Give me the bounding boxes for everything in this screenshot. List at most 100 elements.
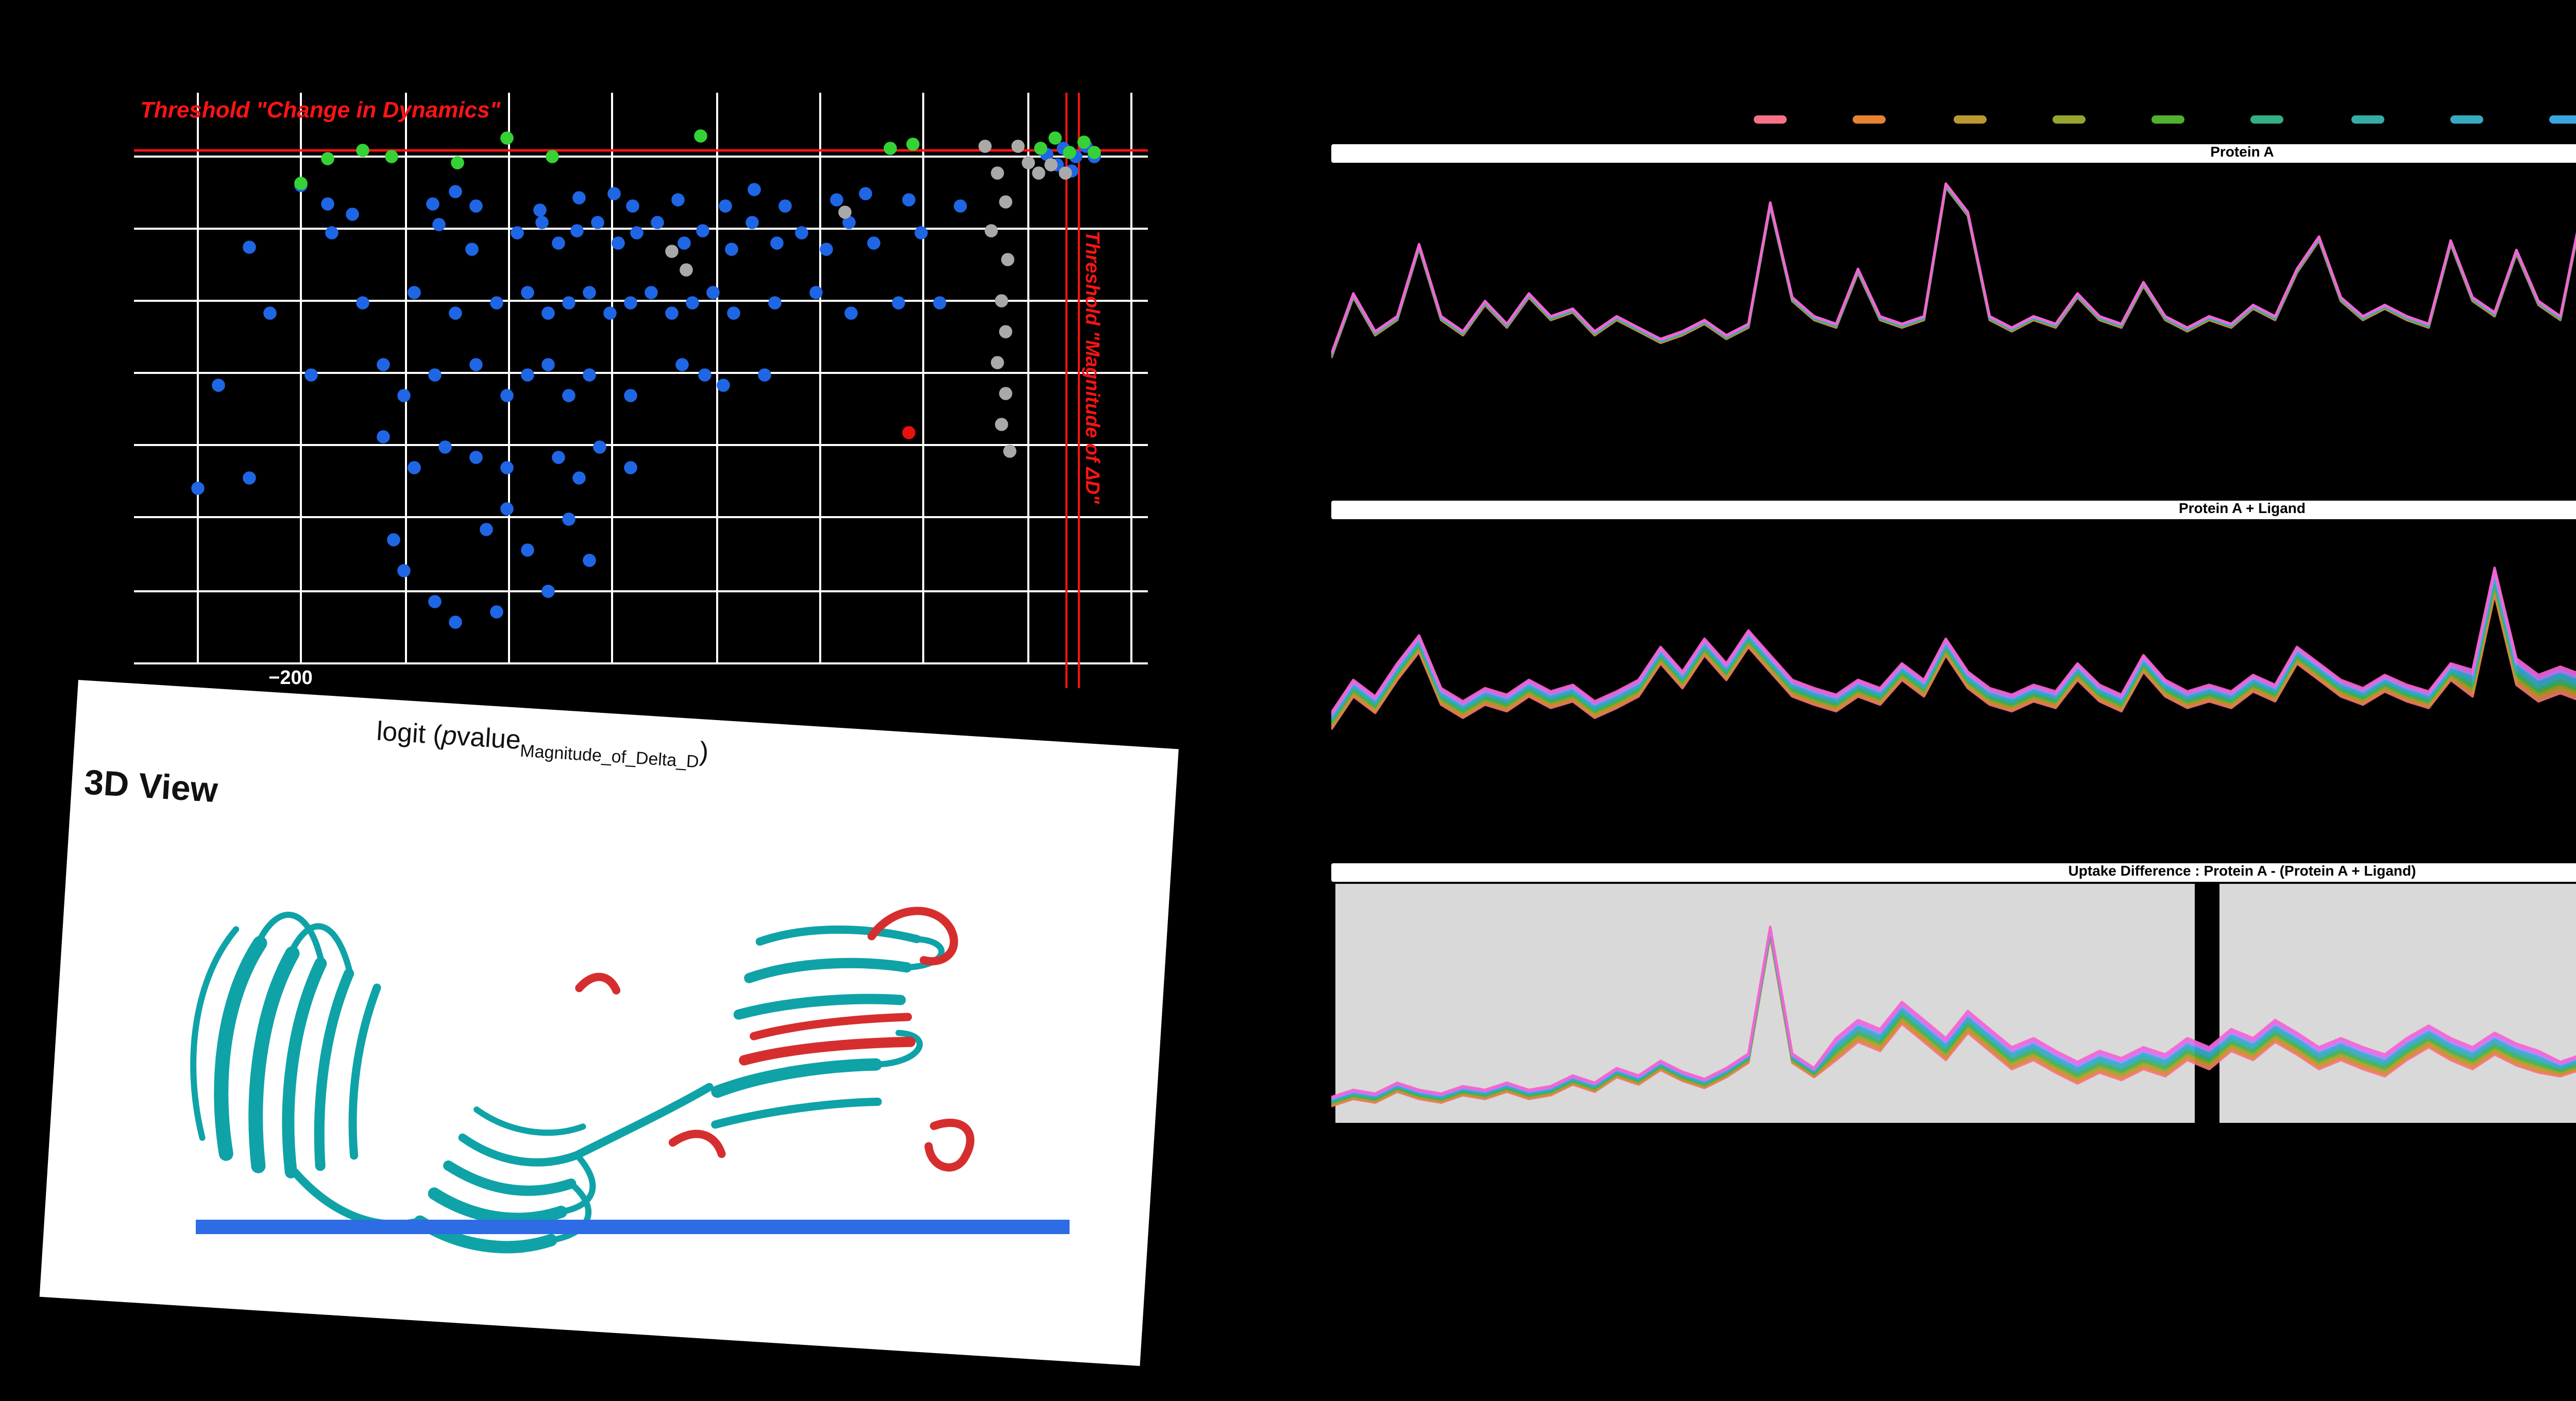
scatter-point-blue[interactable]	[263, 306, 277, 320]
legend-dash-6[interactable]	[2251, 115, 2284, 123]
scatter-point-gray[interactable]	[838, 206, 852, 219]
scatter-point-blue[interactable]	[758, 368, 771, 382]
scatter-point-blue[interactable]	[572, 191, 586, 204]
scatter-point-green[interactable]	[884, 142, 897, 155]
scatter-point-blue[interactable]	[562, 389, 575, 402]
scatter-point-blue[interactable]	[325, 226, 338, 240]
scatter-point-green[interactable]	[906, 138, 920, 151]
scatter-point-blue[interactable]	[500, 461, 514, 474]
scatter-point-blue[interactable]	[469, 358, 483, 371]
scatter-point-blue[interactable]	[867, 236, 880, 250]
legend-dash-8[interactable]	[2450, 115, 2483, 123]
scatter-point-blue[interactable]	[572, 471, 586, 485]
scatter-point-blue[interactable]	[243, 471, 256, 485]
scatter-point-blue[interactable]	[541, 358, 555, 371]
scatter-point-green[interactable]	[321, 152, 334, 165]
scatter-point-blue[interactable]	[892, 296, 905, 310]
scatter-point-blue[interactable]	[469, 451, 483, 464]
scatter-point-blue[interactable]	[541, 306, 555, 320]
scatter-point-green[interactable]	[546, 150, 559, 163]
scatter-point-blue[interactable]	[521, 286, 534, 299]
scatter-point-blue[interactable]	[795, 226, 808, 240]
scatter-point-blue[interactable]	[426, 197, 439, 211]
scatter-point-gray[interactable]	[991, 166, 1004, 180]
scatter-point-blue[interactable]	[686, 296, 699, 310]
volcano-plot[interactable]: Threshold "Change in Dynamics" Threshold…	[0, 0, 1257, 721]
scatter-point-blue[interactable]	[449, 185, 462, 198]
scatter-point-blue[interactable]	[432, 218, 446, 231]
scatter-point-blue[interactable]	[745, 216, 759, 229]
scatter-point-blue[interactable]	[748, 183, 761, 196]
scatter-point-green[interactable]	[1063, 146, 1076, 159]
scatter-point-blue[interactable]	[859, 187, 872, 200]
scatter-point-blue[interactable]	[490, 296, 503, 310]
scatter-point-blue[interactable]	[304, 368, 318, 382]
uptake-line-charts[interactable]	[1331, 0, 2576, 1154]
scatter-point-blue[interactable]	[449, 306, 462, 320]
scatter-point-blue[interactable]	[500, 502, 514, 516]
card-3d-view[interactable]: logit (pvalueMagnitude_of_Delta_D) 3D Vi…	[40, 680, 1179, 1366]
scatter-point-blue[interactable]	[428, 595, 442, 608]
scatter-point-blue[interactable]	[645, 286, 658, 299]
scatter-point-gray[interactable]	[1059, 166, 1072, 180]
scatter-point-blue[interactable]	[698, 368, 711, 382]
scatter-point-blue[interactable]	[671, 193, 685, 207]
scatter-point-blue[interactable]	[583, 286, 596, 299]
scatter-point-gray[interactable]	[680, 263, 693, 277]
scatter-point-blue[interactable]	[377, 430, 390, 443]
scatter-point-blue[interactable]	[465, 243, 479, 256]
scatter-point-green[interactable]	[451, 156, 464, 169]
scatter-point-gray[interactable]	[999, 387, 1012, 400]
scatter-point-blue[interactable]	[624, 296, 637, 310]
scatter-point-blue[interactable]	[490, 605, 503, 619]
scatter-point-blue[interactable]	[612, 236, 625, 250]
scatter-point-blue[interactable]	[191, 482, 205, 495]
scatter-point-gray[interactable]	[1003, 445, 1016, 458]
scatter-point-blue[interactable]	[449, 616, 462, 629]
legend-dash-5[interactable]	[2151, 115, 2184, 123]
scatter-point-blue[interactable]	[397, 389, 411, 402]
scatter-point-blue[interactable]	[552, 236, 565, 250]
scatter-point-blue[interactable]	[562, 512, 575, 526]
scatter-point-green[interactable]	[294, 177, 308, 190]
scatter-point-blue[interactable]	[706, 286, 720, 299]
scatter-point-blue[interactable]	[770, 236, 784, 250]
scatter-point-blue[interactable]	[696, 224, 709, 237]
scatter-point-gray[interactable]	[991, 356, 1004, 369]
scatter-point-gray[interactable]	[999, 325, 1012, 338]
scatter-point-blue[interactable]	[438, 440, 452, 454]
scatter-point-blue[interactable]	[583, 554, 596, 567]
scatter-point-blue[interactable]	[727, 306, 740, 320]
scatter-point-blue[interactable]	[552, 451, 565, 464]
scatter-point-blue[interactable]	[521, 368, 534, 382]
scatter-point-gray[interactable]	[985, 224, 998, 237]
scatter-point-blue[interactable]	[651, 216, 664, 229]
scatter-point-blue[interactable]	[630, 226, 643, 240]
scatter-point-blue[interactable]	[243, 241, 256, 254]
legend-dash-9[interactable]	[2550, 115, 2576, 123]
scatter-point-blue[interactable]	[212, 379, 225, 392]
scatter-point-gray[interactable]	[999, 195, 1012, 209]
scatter-point-blue[interactable]	[535, 216, 549, 229]
scatter-point-blue[interactable]	[541, 585, 555, 598]
scatter-point-green[interactable]	[694, 129, 707, 143]
legend-dash-3[interactable]	[1953, 115, 1986, 123]
scatter-point-blue[interactable]	[820, 243, 833, 256]
legend-dash-4[interactable]	[2052, 115, 2085, 123]
scatter-point-green[interactable]	[1077, 135, 1091, 149]
scatter-point-blue[interactable]	[511, 226, 524, 240]
scatter-point-blue[interactable]	[902, 193, 916, 207]
scatter-point-blue[interactable]	[469, 199, 483, 213]
scatter-point-blue[interactable]	[844, 306, 858, 320]
scatter-point-gray[interactable]	[978, 140, 992, 153]
scatter-point-blue[interactable]	[408, 286, 421, 299]
scatter-point-blue[interactable]	[830, 193, 843, 207]
scatter-point-gray[interactable]	[995, 294, 1008, 307]
scatter-point-blue[interactable]	[607, 187, 621, 200]
scatter-point-green[interactable]	[1034, 142, 1047, 155]
scatter-point-gray[interactable]	[1001, 253, 1014, 266]
scatter-point-blue[interactable]	[377, 358, 390, 371]
scatter-point-blue[interactable]	[346, 208, 359, 221]
scatter-point-blue[interactable]	[626, 199, 639, 213]
scatter-point-blue[interactable]	[583, 368, 596, 382]
